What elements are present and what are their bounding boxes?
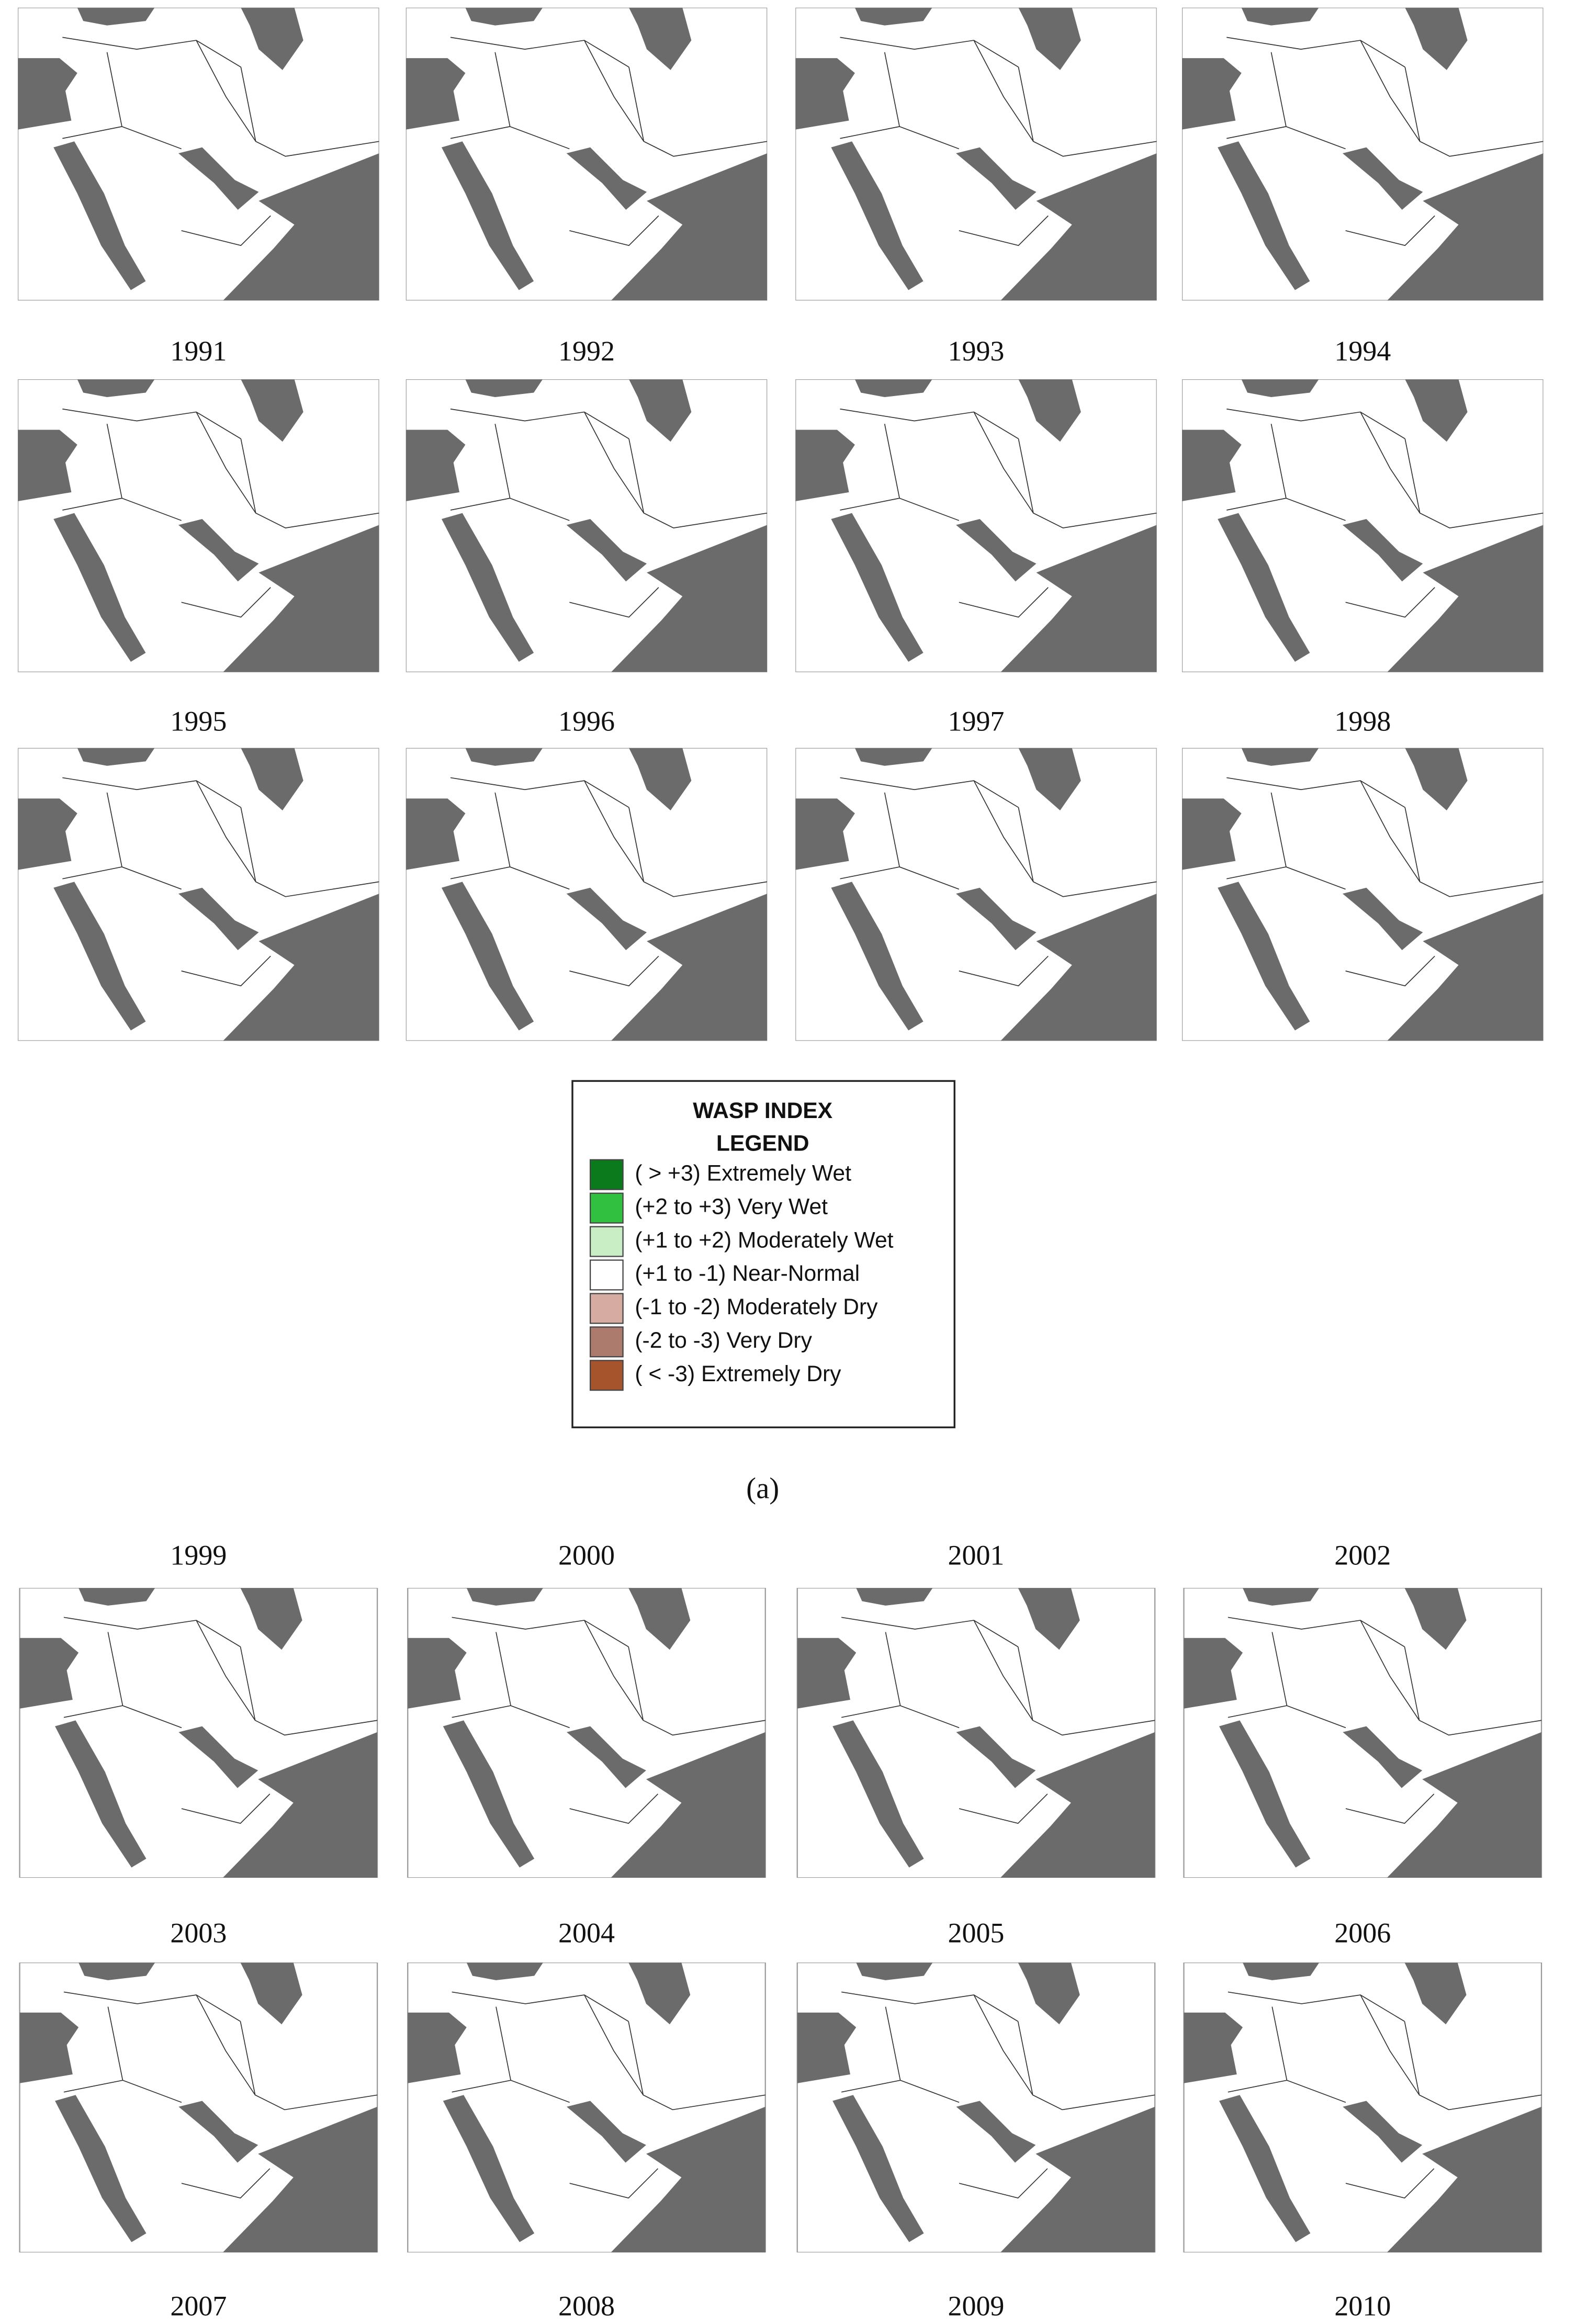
- map: [406, 379, 768, 672]
- legend-title: WASP INDEX: [693, 1098, 832, 1123]
- map: [18, 7, 379, 301]
- year-label: 2002: [1334, 1540, 1391, 1571]
- map: [1182, 379, 1544, 672]
- legend-label: (-2 to -3) Very Dry: [635, 1328, 812, 1353]
- map: [407, 1588, 767, 1878]
- map: [19, 1588, 378, 1878]
- map: [1183, 1588, 1543, 1878]
- year-label: 1992: [558, 335, 615, 367]
- legend-swatch: [589, 1259, 624, 1291]
- year-label: 2006: [1334, 1917, 1391, 1948]
- year-label: 2004: [558, 1917, 615, 1948]
- map: [18, 748, 379, 1041]
- year-label: 1999: [170, 1540, 227, 1571]
- map: [796, 1588, 1156, 1878]
- year-label: 1991: [170, 335, 227, 367]
- legend: WASP INDEX LEGEND ( > +3) Extremely Wet (+2…: [571, 1080, 955, 1428]
- legend-label: (+2 to +3) Very Wet: [635, 1194, 828, 1219]
- year-label: 1997: [948, 706, 1004, 737]
- year-label: 1995: [170, 706, 227, 737]
- map: [406, 748, 768, 1041]
- map: [407, 1962, 767, 2253]
- legend-swatch: [589, 1360, 624, 1391]
- year-label: 1993: [948, 335, 1004, 367]
- legend-swatch: [589, 1326, 624, 1358]
- map: [796, 1962, 1156, 2253]
- year-label: 2009: [948, 2291, 1004, 2322]
- year-labels: 1991 1992 1993 1994 1995 1996 1997 1998 1999 2000…: [170, 335, 1391, 2322]
- legend-swatch: [589, 1293, 624, 1324]
- year-label: 2008: [558, 2291, 615, 2322]
- map: [795, 379, 1157, 672]
- year-label: 2005: [948, 1917, 1004, 1948]
- map: [795, 748, 1157, 1041]
- map: [18, 379, 379, 672]
- year-label: 2001: [948, 1540, 1004, 1571]
- panel-label: (a): [746, 1472, 779, 1505]
- year-label: 1996: [558, 706, 615, 737]
- year-label: 1998: [1334, 706, 1391, 737]
- map: [1182, 7, 1544, 301]
- map: [1182, 748, 1544, 1041]
- legend-box: [571, 1080, 955, 1428]
- year-label: 2010: [1334, 2291, 1391, 2322]
- map: [1183, 1962, 1543, 2253]
- year-label: 2007: [170, 2291, 227, 2322]
- legend-label: (-1 to -2) Moderately Dry: [635, 1294, 878, 1319]
- legend-label: ( < -3) Extremely Dry: [635, 1361, 841, 1386]
- legend-swatch: [589, 1159, 624, 1190]
- map: [19, 1962, 378, 2253]
- map: [406, 7, 768, 301]
- year-label: 2003: [170, 1917, 227, 1948]
- legend-label: (+1 to -1) Near-Normal: [635, 1261, 860, 1286]
- legend-swatch: [589, 1192, 624, 1224]
- year-label: 1994: [1334, 335, 1391, 367]
- legend-swatch: [589, 1226, 624, 1257]
- year-label: 2000: [558, 1540, 615, 1571]
- legend-label: ( > +3) Extremely Wet: [635, 1160, 851, 1186]
- legend-title: LEGEND: [716, 1131, 809, 1156]
- legend-label: (+1 to +2) Moderately Wet: [635, 1227, 893, 1253]
- map: [795, 7, 1157, 301]
